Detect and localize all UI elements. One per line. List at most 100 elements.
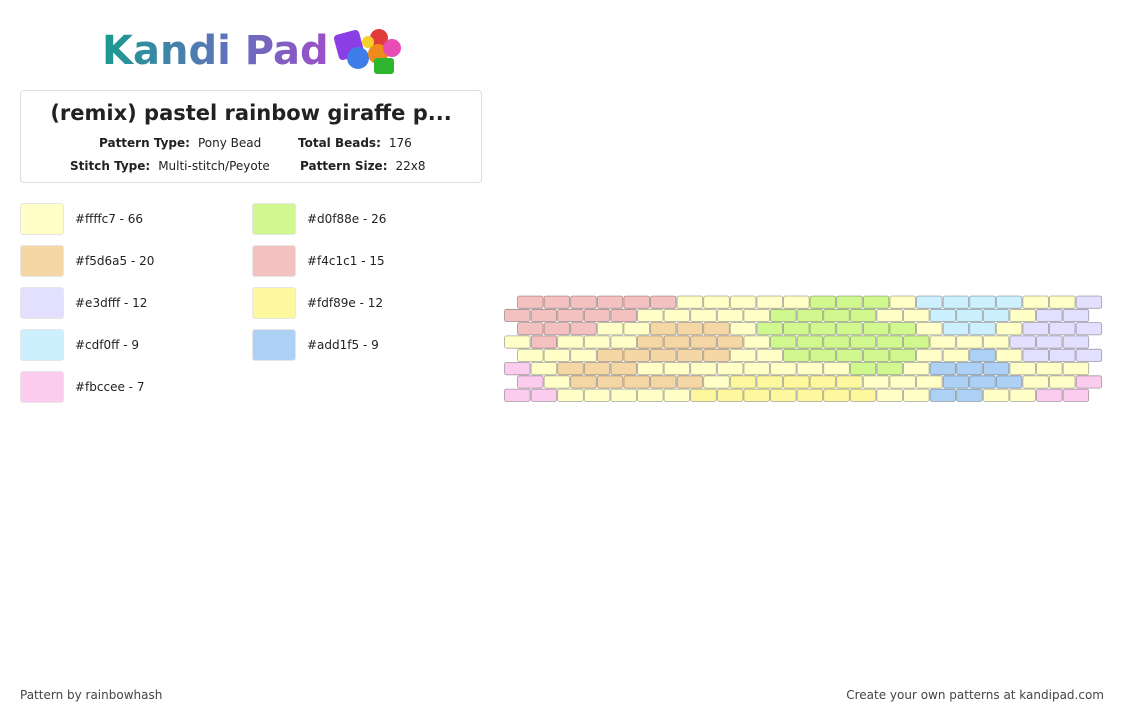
bead xyxy=(995,375,1023,389)
bead xyxy=(530,388,558,402)
bead xyxy=(596,295,624,309)
bead xyxy=(929,362,957,376)
bead xyxy=(1009,388,1036,402)
bead xyxy=(969,348,996,362)
bead xyxy=(557,335,584,349)
bead xyxy=(596,322,624,336)
bead xyxy=(1009,308,1036,322)
logo: Kandi Pad xyxy=(102,28,401,74)
bead xyxy=(982,388,1010,402)
bead xyxy=(623,375,650,389)
bead xyxy=(663,388,691,402)
color-swatch xyxy=(20,203,64,235)
bead xyxy=(823,335,850,349)
bead xyxy=(729,322,757,336)
bead xyxy=(770,362,797,376)
color-swatch xyxy=(252,203,296,235)
bead xyxy=(836,322,863,336)
bead xyxy=(783,295,810,309)
bead xyxy=(916,322,943,336)
bead xyxy=(1075,375,1103,389)
bead xyxy=(1036,362,1063,376)
color-label: #add1f5 - 9 xyxy=(307,338,379,352)
bead xyxy=(756,322,783,336)
bead xyxy=(756,295,783,309)
bead xyxy=(650,375,677,389)
bead xyxy=(969,375,996,389)
bead xyxy=(663,362,691,376)
bead xyxy=(650,348,677,362)
bead xyxy=(1062,335,1090,349)
color-swatch xyxy=(252,245,296,277)
bead xyxy=(676,375,704,389)
bead xyxy=(823,308,850,322)
bead xyxy=(783,375,810,389)
color-swatch xyxy=(20,245,64,277)
bead xyxy=(836,348,863,362)
bead xyxy=(849,362,877,376)
bead xyxy=(876,308,903,322)
bead xyxy=(956,388,983,402)
bead xyxy=(743,335,770,349)
bead xyxy=(756,375,783,389)
color-swatch xyxy=(252,329,296,361)
bead xyxy=(543,322,571,336)
bead xyxy=(862,295,890,309)
pattern-title: (remix) pastel rainbow giraffe p... xyxy=(50,101,452,125)
bead xyxy=(596,348,624,362)
bead xyxy=(557,388,584,402)
bead xyxy=(1022,322,1049,336)
color-label: #ffffc7 - 66 xyxy=(75,212,144,226)
color-legend: #ffffc7 - 66 #d0f88e - 26 #f5d6a5 - 20 #f4c… xyxy=(20,203,490,413)
stitch-type: Stitch Type: Multi-stitch/Peyote xyxy=(70,159,270,173)
logo-icon xyxy=(333,29,401,74)
bead xyxy=(982,335,1010,349)
bead xyxy=(703,348,730,362)
bead xyxy=(809,322,837,336)
bead xyxy=(543,375,571,389)
bead xyxy=(703,295,730,309)
bead xyxy=(849,388,877,402)
bead xyxy=(862,322,890,336)
bead xyxy=(995,348,1023,362)
bead xyxy=(809,375,837,389)
bead xyxy=(849,308,877,322)
color-label: #cdf0ff - 9 xyxy=(75,338,139,352)
bead xyxy=(504,388,531,402)
footer-link[interactable]: Create your own patterns at kandipad.com xyxy=(846,688,1104,702)
footer-credit: Pattern by rainbowhash xyxy=(20,688,163,702)
color-label: #f4c1c1 - 15 xyxy=(307,254,385,268)
logo-text: Kandi Pad xyxy=(102,28,329,74)
bead xyxy=(903,308,930,322)
color-label: #fdf89e - 12 xyxy=(307,296,384,310)
bead xyxy=(783,348,810,362)
bead xyxy=(583,362,611,376)
bead xyxy=(530,362,558,376)
bead xyxy=(1036,308,1063,322)
bead xyxy=(1009,335,1036,349)
color-label: #e3dfff - 12 xyxy=(75,296,148,310)
bead xyxy=(623,322,650,336)
bead xyxy=(1075,348,1103,362)
bead xyxy=(916,348,943,362)
bead xyxy=(596,375,624,389)
bead xyxy=(743,362,770,376)
bead xyxy=(1009,362,1036,376)
total-beads: Total Beads: 176 xyxy=(298,136,412,150)
bead xyxy=(862,348,890,362)
color-label: #fbccee - 7 xyxy=(75,380,145,394)
bead xyxy=(583,308,611,322)
bead xyxy=(583,335,611,349)
bead xyxy=(690,308,717,322)
bead xyxy=(517,375,544,389)
bead xyxy=(770,335,797,349)
bead xyxy=(995,295,1023,309)
bead xyxy=(942,348,970,362)
value: Multi-stitch/Peyote xyxy=(158,159,270,173)
bead xyxy=(942,375,970,389)
pattern-type: Pattern Type: Pony Bead xyxy=(99,136,261,150)
bead xyxy=(1062,388,1090,402)
bead xyxy=(1075,295,1103,309)
color-swatch xyxy=(20,329,64,361)
